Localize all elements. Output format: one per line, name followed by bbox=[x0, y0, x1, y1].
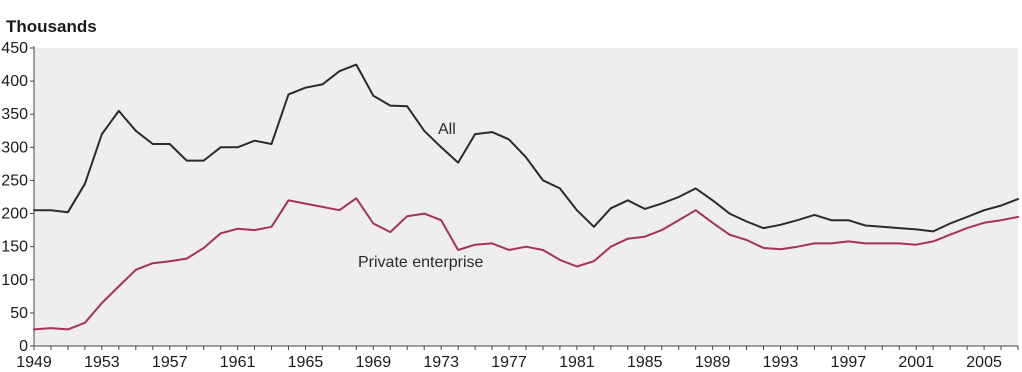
y-tick-label: 450 bbox=[1, 40, 28, 57]
x-tick-label: 1973 bbox=[423, 354, 459, 371]
series-lines bbox=[33, 63, 1019, 331]
plot-background bbox=[34, 48, 1018, 346]
y-axis-title: Thousands bbox=[6, 17, 97, 36]
y-tick-label: 300 bbox=[1, 139, 28, 156]
y-tick-label: 150 bbox=[1, 239, 28, 256]
x-axis: 1949 1953 1957 1961 1965 1969 1973 1977 1981 1985… bbox=[16, 345, 1019, 371]
x-tick-label: 1981 bbox=[559, 354, 595, 371]
series-labels: All Private enterprise bbox=[358, 121, 483, 271]
x-tick-label: 1953 bbox=[84, 354, 120, 371]
x-tick-label: 1997 bbox=[831, 354, 867, 371]
y-tick-label: 250 bbox=[1, 172, 28, 189]
y-tick-label: 400 bbox=[1, 73, 28, 90]
x-tick-label: 1985 bbox=[627, 354, 663, 371]
x-tick-label: 1961 bbox=[220, 354, 256, 371]
x-tick-label: 1977 bbox=[491, 354, 527, 371]
series-label-all: All bbox=[438, 121, 456, 138]
y-tick-label: 200 bbox=[1, 206, 28, 223]
y-tick-label: 350 bbox=[1, 106, 28, 123]
x-tick-label: 1969 bbox=[356, 354, 392, 371]
y-tick-label: 0 bbox=[19, 338, 28, 355]
y-tick-label: 100 bbox=[1, 272, 28, 289]
x-tick-label: 2001 bbox=[898, 354, 934, 371]
x-tick-label: 1989 bbox=[695, 354, 731, 371]
x-tick-label: 1965 bbox=[288, 354, 324, 371]
y-tick-label: 50 bbox=[10, 305, 28, 322]
series-line-private-enterprise bbox=[33, 197, 1019, 331]
x-tick-label: 2005 bbox=[966, 354, 1002, 371]
x-tick-label: 1957 bbox=[152, 354, 188, 371]
series-label-private-enterprise: Private enterprise bbox=[358, 254, 483, 271]
series-line-all bbox=[33, 63, 1019, 233]
x-tick-label: 1993 bbox=[763, 354, 799, 371]
y-axis: 0 50 100 150 200 250 300 350 400 450 bbox=[1, 40, 35, 355]
x-tick-label: 1949 bbox=[16, 354, 52, 371]
